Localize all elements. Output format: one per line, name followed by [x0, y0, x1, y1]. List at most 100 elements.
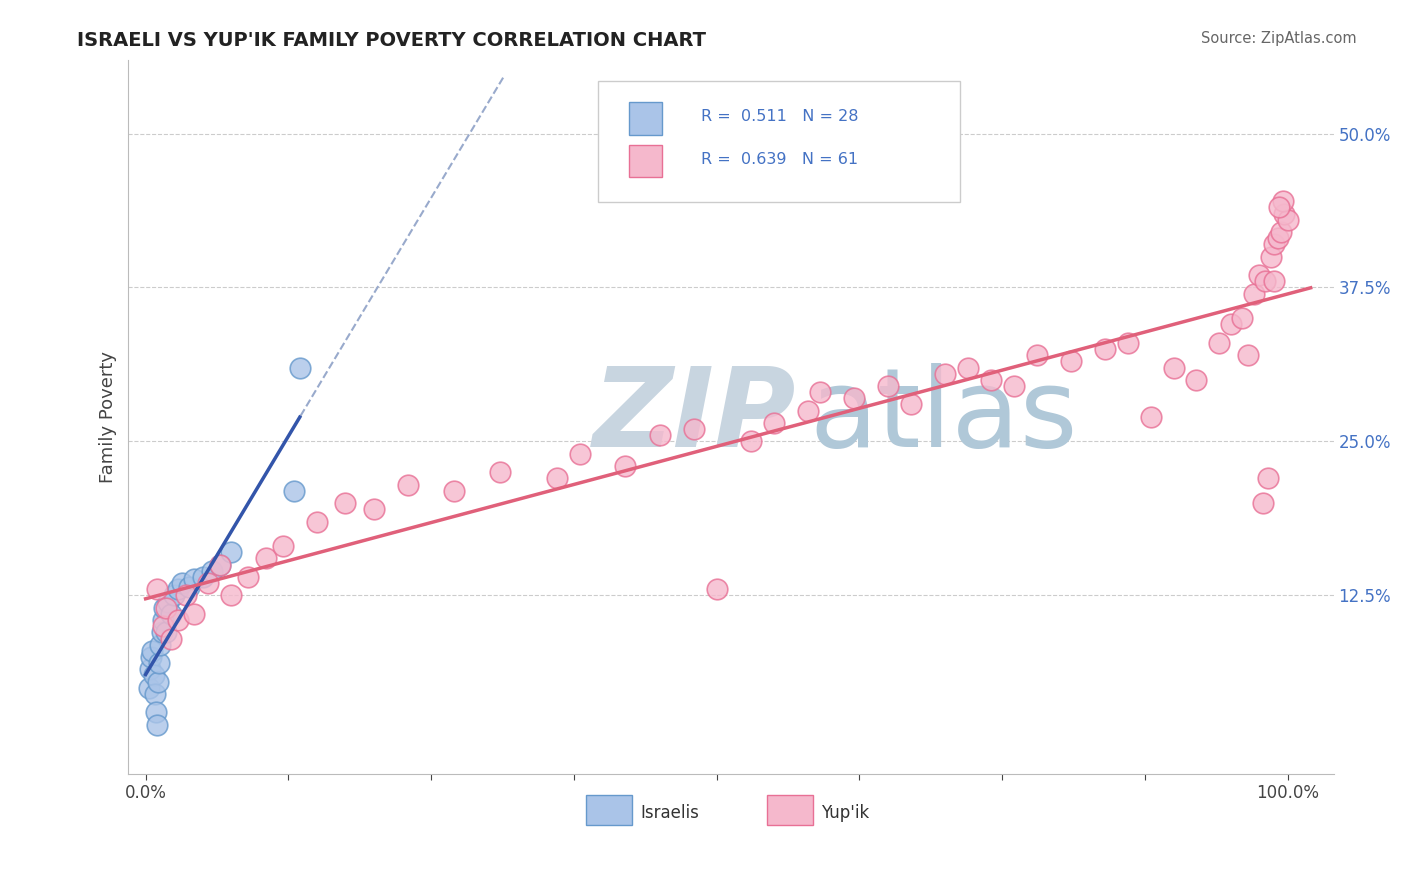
Point — [1254, 274, 1277, 288]
Point — [808, 385, 831, 400]
Point — [150, 625, 173, 640]
Point — [146, 582, 169, 597]
Point — [335, 496, 357, 510]
Text: R =  0.639   N = 61: R = 0.639 N = 61 — [700, 153, 858, 167]
Point — [208, 558, 231, 572]
Point — [183, 573, 205, 587]
Point — [174, 589, 197, 603]
Point — [142, 668, 165, 682]
Point — [900, 397, 922, 411]
Point — [166, 613, 188, 627]
Point — [1263, 274, 1285, 288]
Point — [1185, 373, 1208, 387]
Point — [271, 539, 294, 553]
Point — [1237, 348, 1260, 362]
Point — [648, 428, 671, 442]
Point — [1094, 342, 1116, 356]
Point — [740, 434, 762, 449]
Point — [177, 580, 200, 594]
Point — [1267, 201, 1289, 215]
Point — [1251, 496, 1274, 510]
Point — [1270, 225, 1292, 239]
Point — [141, 650, 163, 665]
Point — [1260, 250, 1282, 264]
Point — [138, 681, 160, 695]
Point — [443, 483, 465, 498]
Text: R =  0.511   N = 28: R = 0.511 N = 28 — [700, 109, 859, 124]
Point — [197, 576, 219, 591]
Point — [683, 422, 706, 436]
Point — [1025, 348, 1047, 362]
Point — [614, 459, 637, 474]
Point — [488, 465, 510, 479]
Point — [166, 582, 188, 597]
Point — [1267, 231, 1289, 245]
Point — [1257, 471, 1279, 485]
Point — [1208, 335, 1230, 350]
Point — [956, 360, 979, 375]
Point — [1277, 212, 1299, 227]
Point — [980, 373, 1002, 387]
Point — [1163, 360, 1185, 375]
Point — [208, 558, 231, 572]
Point — [934, 367, 956, 381]
Point — [283, 483, 305, 498]
FancyBboxPatch shape — [628, 103, 662, 135]
Point — [1116, 335, 1139, 350]
Point — [1060, 354, 1083, 368]
Point — [288, 360, 311, 375]
Point — [1272, 194, 1295, 209]
Point — [568, 447, 591, 461]
FancyBboxPatch shape — [628, 145, 662, 178]
Text: Yup'ik: Yup'ik — [821, 805, 870, 822]
Point — [1002, 379, 1025, 393]
Point — [145, 706, 167, 720]
Point — [159, 632, 181, 646]
Point — [305, 515, 328, 529]
Point — [191, 570, 214, 584]
Point — [219, 545, 242, 559]
Point — [155, 625, 177, 640]
Point — [1230, 311, 1253, 326]
Text: Source: ZipAtlas.com: Source: ZipAtlas.com — [1201, 31, 1357, 46]
Point — [152, 613, 174, 627]
Point — [1263, 237, 1285, 252]
Point — [139, 662, 162, 676]
Point — [762, 416, 785, 430]
Point — [201, 564, 224, 578]
Point — [143, 687, 166, 701]
Point — [152, 619, 174, 633]
Point — [153, 600, 176, 615]
Point — [141, 644, 163, 658]
Point — [238, 570, 260, 584]
Point — [146, 718, 169, 732]
Point — [183, 607, 205, 621]
Text: ISRAELI VS YUP'IK FAMILY POVERTY CORRELATION CHART: ISRAELI VS YUP'IK FAMILY POVERTY CORRELA… — [77, 31, 706, 50]
Point — [1249, 268, 1271, 282]
Text: Israelis: Israelis — [641, 805, 700, 822]
Point — [1139, 409, 1161, 424]
Y-axis label: Family Poverty: Family Poverty — [100, 351, 117, 483]
FancyBboxPatch shape — [599, 81, 960, 202]
Point — [254, 551, 277, 566]
Point — [172, 576, 194, 591]
Point — [842, 392, 865, 406]
Point — [157, 594, 180, 608]
Point — [159, 607, 181, 621]
Point — [546, 471, 568, 485]
Text: ZIP: ZIP — [592, 363, 796, 470]
Point — [396, 477, 419, 491]
Point — [797, 403, 820, 417]
Point — [146, 674, 169, 689]
Point — [219, 589, 242, 603]
Point — [148, 656, 170, 670]
Point — [155, 600, 177, 615]
FancyBboxPatch shape — [768, 796, 813, 825]
Point — [1243, 286, 1265, 301]
Point — [877, 379, 900, 393]
Point — [363, 502, 385, 516]
Point — [149, 638, 172, 652]
Point — [163, 589, 186, 603]
Point — [1274, 206, 1296, 220]
Point — [706, 582, 728, 597]
